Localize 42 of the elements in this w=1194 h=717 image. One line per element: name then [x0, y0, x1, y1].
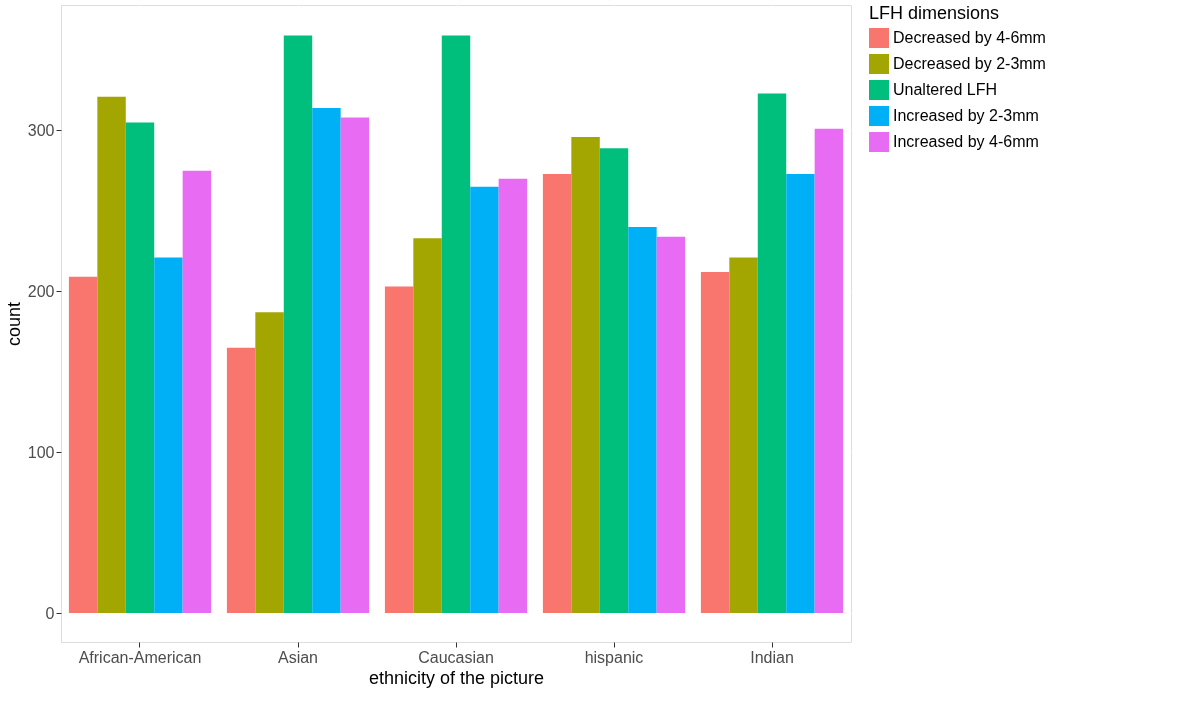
x-tick-label: Indian — [750, 648, 794, 666]
bar — [656, 236, 686, 614]
bar — [599, 148, 629, 614]
bar — [571, 136, 600, 614]
bar — [384, 286, 414, 614]
y-axis-title: count — [3, 301, 24, 347]
y-tick-label: 200 — [27, 282, 55, 300]
legend-label: Increased by 4-6mm — [893, 133, 1039, 150]
bar — [628, 226, 657, 614]
bar — [814, 128, 844, 614]
legend-label: Decreased by 4-6mm — [893, 29, 1046, 46]
x-tick-label: Caucasian — [418, 648, 494, 666]
legend-label: Unaltered LFH — [893, 81, 998, 98]
bar — [255, 312, 284, 614]
bar — [283, 35, 313, 614]
bar — [312, 107, 341, 614]
bar — [498, 178, 528, 614]
y-tick-label: 0 — [45, 604, 55, 622]
bar — [700, 272, 730, 614]
bar — [226, 347, 256, 614]
bar — [729, 257, 758, 614]
bar — [154, 257, 183, 614]
bar — [757, 93, 787, 614]
bar — [182, 170, 212, 614]
x-tick-label: Asian — [277, 648, 319, 666]
legend-label: Decreased by 2-3mm — [893, 55, 1046, 72]
x-tick-label: African-American — [78, 648, 202, 666]
bar — [413, 238, 442, 614]
y-tick-label: 100 — [27, 443, 55, 461]
bar — [786, 173, 815, 614]
legend-title: LFH dimensions — [869, 3, 1000, 23]
x-tick-label: hispanic — [584, 648, 644, 666]
bar — [542, 173, 572, 614]
bar — [97, 96, 126, 614]
legend-label: Increased by 2-3mm — [893, 107, 1039, 124]
bar — [441, 35, 471, 614]
y-tick-label: 300 — [27, 121, 55, 139]
bar — [470, 186, 499, 614]
bar — [68, 276, 98, 614]
bar — [125, 122, 155, 614]
bar — [340, 117, 370, 614]
x-axis-title: ethnicity of the picture — [368, 667, 545, 688]
